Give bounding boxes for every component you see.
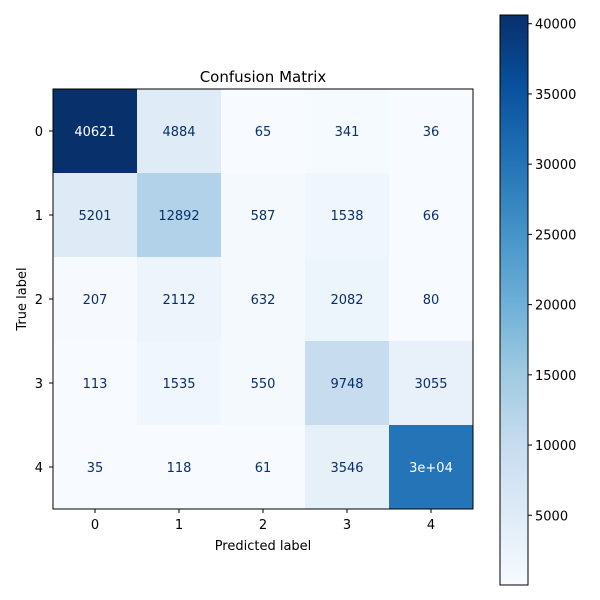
cell-value-label: 550 <box>251 377 276 392</box>
cell-value-label: 66 <box>423 209 440 224</box>
x-tick-label: 2 <box>259 518 267 533</box>
heatmap-cell <box>53 425 137 509</box>
heatmap-cell <box>53 89 137 173</box>
cell-value-label: 4884 <box>162 125 195 140</box>
cell-value-label: 5201 <box>78 209 111 224</box>
heatmap-cell-labels: 40621 4884 65 341 36 5201 12892 587 1538 66 207 211… <box>74 125 453 476</box>
cell-value-label: 9748 <box>330 377 363 392</box>
heatmap-cell <box>221 257 305 341</box>
cell-value-label: 587 <box>251 209 276 224</box>
heatmap-cell <box>305 257 389 341</box>
heatmap-cell <box>389 425 473 509</box>
heatmap-cell <box>137 257 221 341</box>
heatmap-cell <box>221 425 305 509</box>
cell-value-label: 207 <box>83 293 108 308</box>
cell-value-label: 2112 <box>162 293 195 308</box>
heatmap-cell <box>137 89 221 173</box>
heatmap-cell <box>389 257 473 341</box>
heatmap-cells <box>53 89 473 509</box>
heatmap-cell <box>221 173 305 257</box>
cell-value-label: 118 <box>167 461 192 476</box>
x-tick-label: 4 <box>427 518 435 533</box>
colorbar-tick-label: 25000 <box>535 228 576 243</box>
cell-value-label: 3546 <box>330 461 363 476</box>
heatmap-cell <box>305 89 389 173</box>
colorbar-ticks: 5000 10000 15000 20000 25000 30000 35000 40000 <box>528 18 576 524</box>
cell-value-label: 40621 <box>74 125 115 140</box>
cell-value-label: 80 <box>423 293 440 308</box>
heatmap-cell <box>389 341 473 425</box>
heatmap-cell <box>389 89 473 173</box>
x-tick-label: 1 <box>175 518 183 533</box>
colorbar <box>499 14 529 586</box>
y-tick-label: 2 <box>35 293 43 308</box>
colorbar-tick-label: 35000 <box>535 88 576 103</box>
cell-value-label: 36 <box>423 125 440 140</box>
cell-value-label: 1538 <box>330 209 363 224</box>
x-tick-label: 0 <box>91 518 99 533</box>
heatmap-cell <box>305 173 389 257</box>
y-tick-label: 0 <box>35 125 43 140</box>
colorbar-tick-label: 5000 <box>535 509 568 524</box>
cell-value-label: 3e+04 <box>409 461 453 476</box>
cell-value-label: 2082 <box>330 293 363 308</box>
colorbar-tick-label: 40000 <box>535 18 576 33</box>
heatmap-cell <box>137 173 221 257</box>
cell-value-label: 1535 <box>162 377 195 392</box>
y-axis-label: True label <box>15 267 30 331</box>
y-tick-label: 1 <box>35 209 43 224</box>
heatmap-cell <box>389 173 473 257</box>
colorbar-tick-label: 20000 <box>535 299 576 314</box>
cell-value-label: 113 <box>83 377 108 392</box>
cell-value-label: 35 <box>87 461 104 476</box>
colorbar-tick-label: 10000 <box>535 439 576 454</box>
cell-value-label: 61 <box>255 461 272 476</box>
cell-value-label: 65 <box>255 125 272 140</box>
cell-value-label: 341 <box>335 125 360 140</box>
heatmap-cell <box>137 341 221 425</box>
chart-title: Confusion Matrix <box>200 68 327 86</box>
cell-value-label: 632 <box>251 293 276 308</box>
heatmap-cell <box>305 341 389 425</box>
y-tick-label: 4 <box>35 461 43 476</box>
heatmap-cell <box>53 341 137 425</box>
cell-value-label: 12892 <box>158 209 199 224</box>
heatmap-cell <box>137 425 221 509</box>
y-axis-ticks: 0 1 2 3 4 <box>35 125 53 476</box>
colorbar-tick-label: 30000 <box>535 158 576 173</box>
cell-value-label: 3055 <box>414 377 447 392</box>
heatmap-cell <box>53 257 137 341</box>
x-tick-label: 3 <box>343 518 351 533</box>
x-axis-label: Predicted label <box>215 539 312 554</box>
colorbar-tick-label: 15000 <box>535 369 576 384</box>
y-tick-label: 3 <box>35 377 43 392</box>
heatmap-cell <box>221 341 305 425</box>
x-axis-ticks: 0 1 2 3 4 <box>91 509 435 533</box>
heatmap-cell <box>305 425 389 509</box>
heatmap-cell <box>53 173 137 257</box>
heatmap-cell <box>221 89 305 173</box>
